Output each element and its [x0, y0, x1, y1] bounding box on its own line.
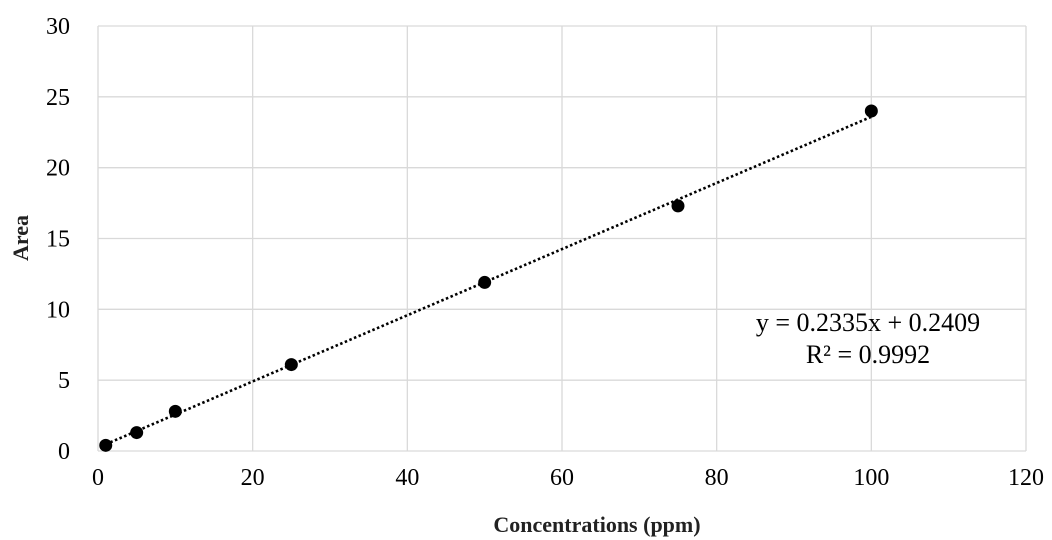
trendline-equation: y = 0.2335x + 0.2409: [756, 308, 980, 337]
data-points: [99, 104, 878, 452]
y-tick-label: 25: [46, 85, 70, 111]
y-tick-labels: 0 5 10 15 20 25 30: [46, 14, 70, 465]
y-tick-label: 10: [46, 297, 70, 323]
y-tick-label: 20: [46, 156, 70, 182]
x-tick-label: 60: [550, 465, 574, 491]
data-point: [99, 438, 113, 452]
data-point: [671, 199, 685, 213]
data-point: [478, 275, 492, 289]
y-tick-label: 30: [46, 14, 70, 40]
x-tick-label: 80: [705, 465, 729, 491]
x-axis-title: Concentrations (ppm): [493, 512, 700, 537]
y-tick-label: 0: [58, 439, 70, 465]
r-squared-label: R² = 0.9992: [806, 340, 930, 369]
data-point: [168, 404, 182, 418]
x-tick-label: 0: [92, 465, 104, 491]
x-tick-labels: 0 20 40 60 80 100 120: [92, 465, 1044, 491]
data-point: [864, 104, 878, 118]
x-tick-label: 120: [1008, 465, 1044, 491]
grid-lines: [97, 25, 1027, 452]
y-tick-label: 5: [58, 368, 70, 394]
x-tick-label: 20: [241, 465, 265, 491]
data-point: [284, 358, 298, 372]
y-tick-label: 15: [46, 227, 70, 253]
y-axis-title: Area: [8, 215, 33, 261]
x-tick-label: 100: [853, 465, 889, 491]
data-point: [130, 426, 144, 440]
x-tick-label: 40: [395, 465, 419, 491]
